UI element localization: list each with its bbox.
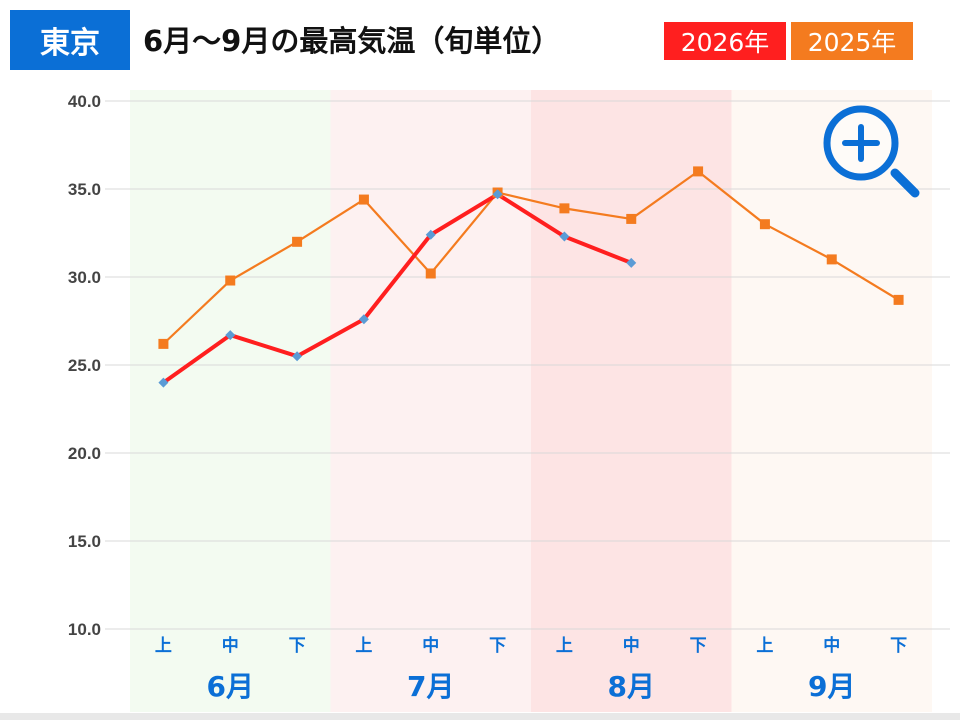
city-label: 東京: [10, 10, 130, 70]
data-point: [559, 203, 570, 214]
x-tick-label: 上: [355, 636, 372, 656]
data-point: [225, 275, 236, 286]
zoom-in-magnifier-icon[interactable]: [823, 105, 920, 198]
x-axis-months: 6月 7月 8月 9月: [207, 670, 856, 703]
y-tick-label: 20.0: [68, 444, 101, 463]
x-tick-label: 上: [556, 636, 573, 656]
data-point: [292, 351, 303, 362]
data-point: [225, 330, 236, 341]
month-label: 9月: [808, 670, 855, 703]
x-tick-label: 中: [422, 635, 439, 656]
month-label: 8月: [608, 670, 655, 703]
month-band: [531, 90, 732, 712]
series-line-2026年: [162, 192, 632, 385]
x-tick-label: 中: [222, 635, 239, 656]
data-point: [158, 377, 169, 388]
temperature-chart: 10.0 15.0 20.0 25.0 30.0 35.0 40.0 上 中 下 上 中 下 上 中 下 上 中…: [68, 90, 950, 712]
month-label: 6月: [207, 670, 254, 703]
month-band: [330, 90, 531, 712]
data-point: [158, 338, 169, 349]
y-tick-label: 25.0: [68, 356, 101, 375]
grid-lines: [105, 100, 950, 630]
data-point: [626, 257, 637, 268]
footer-divider: [0, 713, 960, 720]
month-band: [130, 90, 331, 712]
data-point: [693, 166, 704, 177]
chart-header: 東京 6月～9月の最高気温（旬単位） 2026年 2025年: [0, 0, 960, 80]
series-line-2025年: [162, 170, 900, 345]
data-point: [826, 254, 837, 265]
data-point: [358, 194, 369, 205]
legend-2026: 2026年: [664, 22, 786, 60]
y-tick-label: 10.0: [68, 620, 101, 639]
x-tick-label: 下: [489, 636, 506, 656]
x-tick-label: 中: [623, 635, 640, 656]
y-tick-label: 35.0: [68, 180, 101, 199]
data-point: [559, 231, 570, 242]
data-point: [759, 219, 770, 230]
series-lines: [162, 170, 900, 385]
x-tick-label: 下: [289, 636, 306, 656]
data-point: [492, 189, 503, 200]
data-point: [425, 229, 436, 240]
series-markers: [158, 166, 904, 388]
x-tick-label: 上: [756, 636, 773, 656]
y-tick-label: 30.0: [68, 268, 101, 287]
x-tick-label: 中: [823, 635, 840, 656]
chart-title: 6月～9月の最高気温（旬単位）: [143, 24, 561, 58]
x-axis-categories: 上中下上中下上中下上中下: [155, 635, 907, 656]
data-point: [358, 314, 369, 325]
month-bands: [130, 90, 932, 712]
legend-2025: 2025年: [791, 22, 913, 60]
y-tick-label: 15.0: [68, 532, 101, 551]
data-point: [626, 213, 637, 224]
month-band: [731, 90, 932, 712]
x-tick-label: 下: [890, 636, 907, 656]
data-point: [893, 294, 904, 305]
y-tick-label: 40.0: [68, 92, 101, 111]
data-point: [292, 236, 303, 247]
data-point: [425, 268, 436, 279]
y-axis-ticks: 10.0 15.0 20.0 25.0 30.0 35.0 40.0: [68, 92, 101, 639]
month-label: 7月: [407, 670, 454, 703]
x-tick-label: 上: [155, 636, 172, 656]
x-tick-label: 下: [690, 636, 707, 656]
